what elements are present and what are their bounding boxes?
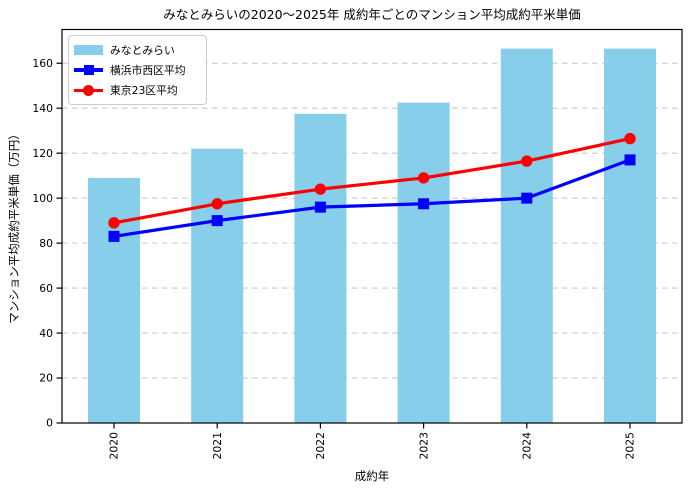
y-tick-label-80: 80 — [39, 237, 53, 250]
x-tick-label-2025: 2025 — [624, 432, 637, 459]
y-tick-label-100: 100 — [32, 192, 53, 205]
marker-square-2021 — [211, 215, 223, 227]
marker-circle-2023 — [417, 172, 430, 184]
legend-item-yokohama-nishi: 横浜市西区平均 — [74, 60, 198, 80]
y-tick-label-140: 140 — [32, 102, 53, 115]
legend-line-square-marker-icon — [74, 64, 103, 76]
marker-square-2020 — [108, 230, 120, 242]
marker-square-2024 — [521, 192, 533, 204]
legend-line-circle-marker-icon — [74, 84, 103, 96]
legend-item-tokyo23: 東京23区平均 — [74, 80, 198, 100]
bar-2020 — [88, 177, 140, 423]
y-tick-label-40: 40 — [39, 327, 53, 340]
legend-item-minatomirai: みなとみらい — [74, 40, 198, 60]
legend-label: 東京23区平均 — [110, 84, 178, 98]
y-axis-label: マンション平均成約平米単価（万円） — [7, 128, 21, 324]
marker-circle-2025 — [624, 132, 636, 145]
legend-bar-swatch-icon — [74, 44, 103, 56]
y-tick-label-20: 20 — [39, 372, 53, 385]
x-axis-label: 成約年 — [354, 469, 390, 483]
bar-2022 — [294, 113, 347, 424]
bar-2021 — [191, 148, 244, 423]
x-tick-label-2023: 2023 — [417, 432, 430, 459]
x-tick-label-2021: 2021 — [211, 432, 224, 459]
line-series-circle — [112, 136, 632, 225]
y-tick-label-160: 160 — [32, 57, 53, 70]
chart-title: みなとみらいの2020〜2025年 成約年ごとのマンション平均成約平米単価 — [163, 7, 581, 22]
marker-square-2025 — [624, 154, 636, 166]
line-series-square — [112, 158, 632, 238]
marker-square-2023 — [418, 198, 430, 210]
marker-circle-2024 — [521, 155, 533, 167]
x-tick-label-2024: 2024 — [521, 432, 534, 460]
x-tick-label-2022: 2022 — [314, 432, 327, 459]
x-tick-label-2020: 2020 — [108, 432, 121, 460]
marker-circle-2021 — [211, 198, 223, 210]
y-tick-label-0: 0 — [46, 417, 53, 430]
marker-square-2022 — [314, 201, 326, 213]
y-tick-label-60: 60 — [39, 282, 53, 295]
bar-2023 — [397, 102, 450, 423]
bar-2025 — [604, 48, 656, 424]
bar-2024 — [500, 48, 553, 424]
marker-circle-2020 — [108, 217, 120, 229]
marker-circle-2022 — [314, 183, 327, 195]
legend-box: みなとみらい 横浜市西区平均 東京23区平均 — [68, 34, 207, 106]
y-tick-label-120: 120 — [32, 147, 53, 160]
axes-frame — [61, 28, 683, 424]
legend-label: みなとみらい — [110, 43, 175, 57]
legend-label: 横浜市西区平均 — [110, 63, 186, 77]
